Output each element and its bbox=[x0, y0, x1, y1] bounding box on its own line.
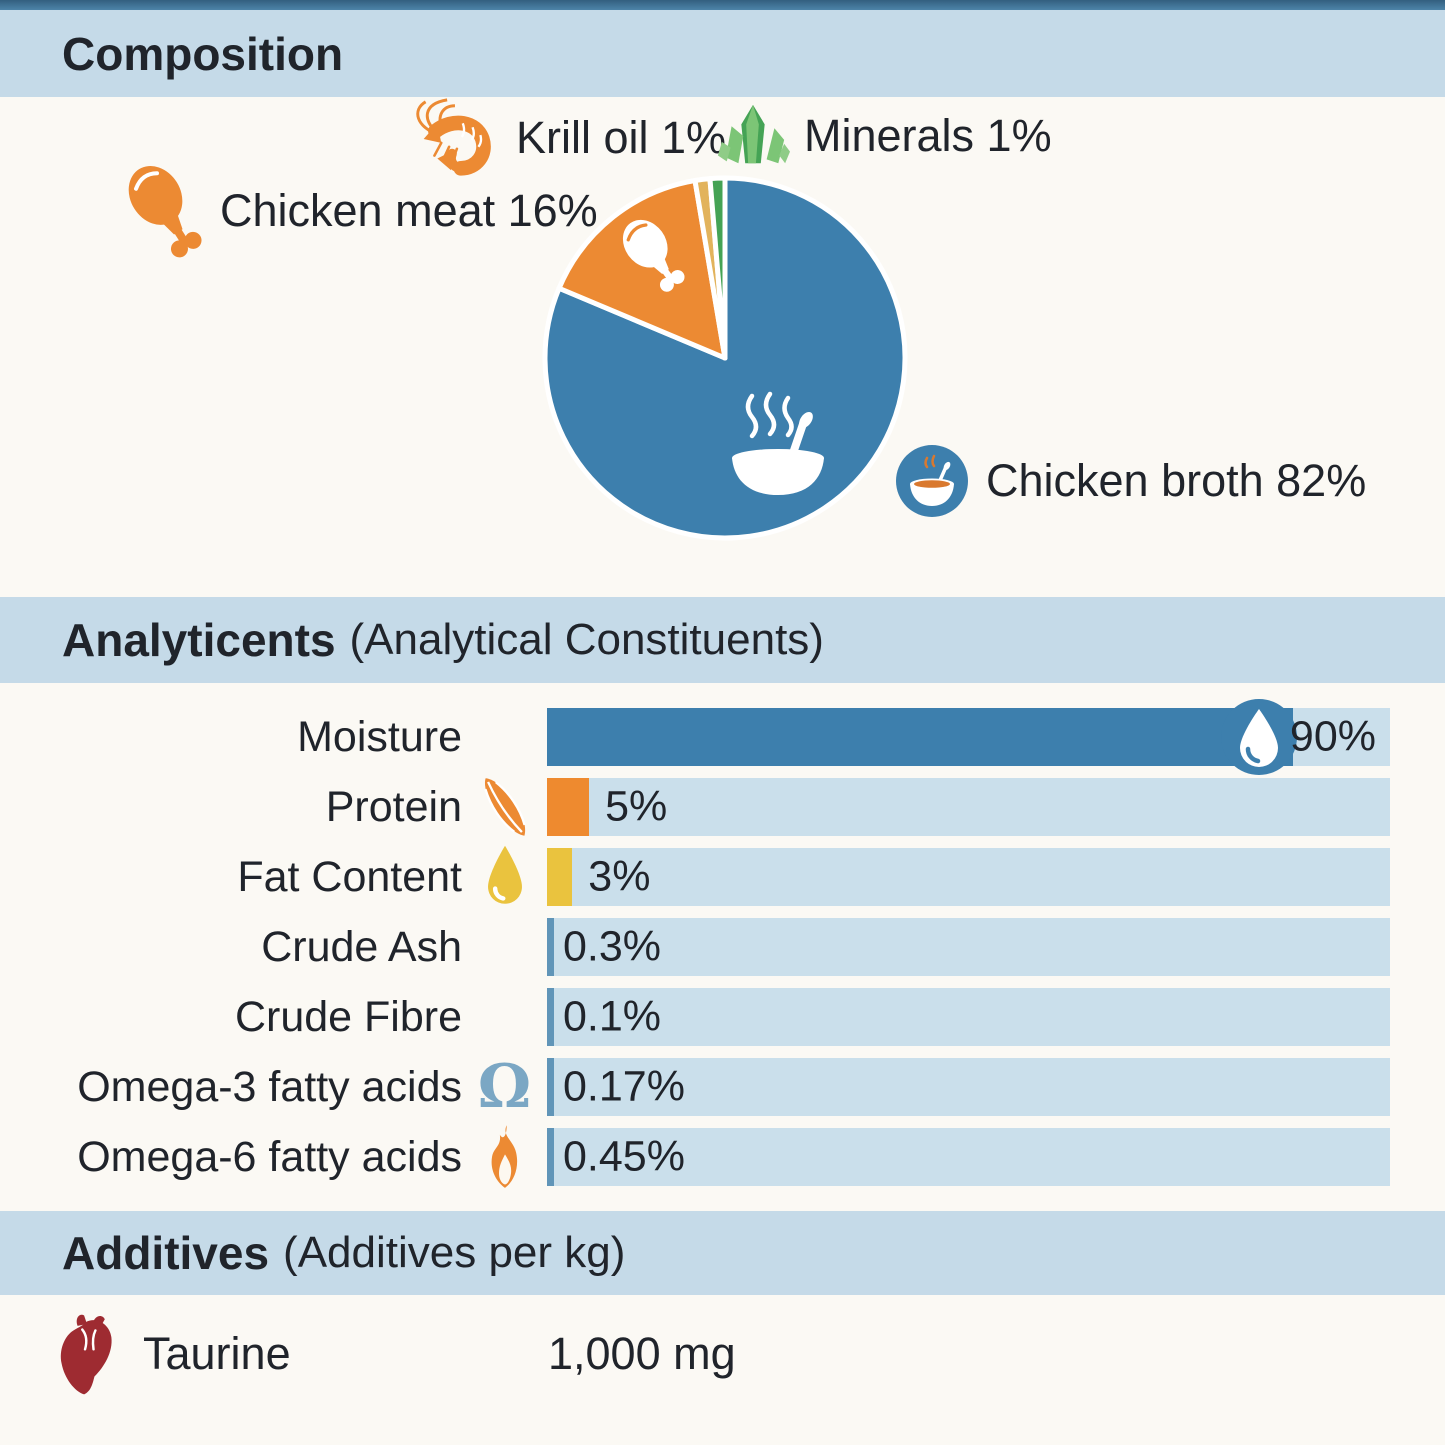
omega-icon: Ω bbox=[477, 1052, 532, 1122]
top-border-strip bbox=[0, 0, 1445, 10]
bar-track: 0.45% bbox=[547, 1128, 1390, 1186]
legend-krill-oil: Krill oil 1% bbox=[404, 92, 726, 184]
icon-slot bbox=[462, 988, 547, 1046]
bar-fill bbox=[547, 1058, 554, 1116]
fat-droplet-icon bbox=[462, 845, 547, 906]
bar-row-omega3: Omega-3 fatty acids Ω 0.17% bbox=[0, 1052, 1390, 1122]
bar-track: 0.17% bbox=[547, 1058, 1390, 1116]
bar-track: 5% bbox=[547, 778, 1390, 836]
legend-chicken-meat-label: Chicken meat 16% bbox=[220, 185, 598, 236]
bar-fill bbox=[547, 1128, 554, 1186]
bar-row-moisture: Moisture 90% bbox=[0, 699, 1390, 775]
additive-label: Taurine bbox=[143, 1328, 291, 1379]
protein-pod-icon bbox=[462, 778, 547, 836]
bar-track: 3% bbox=[547, 848, 1390, 906]
bar-row-omega6: Omega-6 fatty acids 0.45% bbox=[0, 1125, 1390, 1188]
bar-value: 0.3% bbox=[563, 922, 662, 971]
drumstick-icon bbox=[622, 219, 685, 292]
composition-header-band: Composition bbox=[0, 10, 1445, 97]
soup-bowl-icon bbox=[732, 391, 824, 495]
bar-row-crude-fibre: Crude Fibre 0.1% bbox=[0, 988, 1390, 1046]
bar-fill bbox=[547, 988, 554, 1046]
bar-fill bbox=[547, 778, 590, 836]
analytical-title-rest: (Analytical Constituents) bbox=[349, 615, 824, 664]
drumstick-icon bbox=[128, 165, 202, 258]
pie-slice-minerals bbox=[707, 175, 728, 361]
bar-value: 0.17% bbox=[563, 1062, 685, 1111]
additive-value: 1,000 mg bbox=[548, 1328, 736, 1379]
bar-label: Protein bbox=[325, 782, 462, 831]
additives-header-band: Additives (Additives per kg) bbox=[0, 1211, 1445, 1295]
additives-title-rest: (Additives per kg) bbox=[283, 1228, 626, 1277]
bar-value: 90% bbox=[1289, 712, 1376, 761]
icon-slot bbox=[462, 918, 547, 976]
legend-minerals: Minerals 1% bbox=[716, 96, 1052, 176]
legend-minerals-label: Minerals 1% bbox=[804, 110, 1052, 161]
analytical-header-band: Analyticents (Analytical Constituents) bbox=[0, 597, 1445, 683]
bar-label: Crude Ash bbox=[261, 922, 462, 971]
bar-track: 0.3% bbox=[547, 918, 1390, 976]
bar-row-crude-ash: Crude Ash 0.3% bbox=[0, 918, 1390, 976]
bar-track: 90% bbox=[547, 699, 1390, 775]
bar-row-protein: Protein 5% bbox=[0, 778, 1390, 836]
composition-title: Composition bbox=[62, 27, 344, 80]
bar-fill bbox=[547, 918, 554, 976]
composition-pie-chart bbox=[542, 175, 908, 541]
shrimp-icon bbox=[416, 98, 491, 176]
bar-fill bbox=[547, 848, 573, 906]
bar-row-fat-content: Fat Content 3% bbox=[0, 845, 1390, 906]
bar-label: Omega-6 fatty acids bbox=[77, 1132, 462, 1181]
heart-icon bbox=[55, 1309, 117, 1399]
broth-bowl-icon bbox=[896, 445, 968, 517]
bar-value: 5% bbox=[605, 782, 668, 831]
analytical-title-bold: Analyticents bbox=[62, 614, 336, 666]
bar-label: Moisture bbox=[297, 712, 462, 761]
pie-slice-chicken-meat bbox=[556, 178, 728, 361]
icon-slot bbox=[462, 708, 547, 766]
bar-label: Omega-3 fatty acids bbox=[77, 1062, 462, 1111]
water-drop-badge bbox=[1221, 699, 1298, 775]
flame-icon bbox=[462, 1125, 547, 1188]
legend-chicken-broth-label: Chicken broth 82% bbox=[986, 455, 1367, 506]
bar-value: 3% bbox=[588, 852, 651, 901]
bar-label: Crude Fibre bbox=[234, 992, 462, 1041]
bar-fill bbox=[547, 708, 1294, 766]
bar-value: 0.45% bbox=[563, 1132, 685, 1181]
bar-label: Fat Content bbox=[237, 852, 462, 901]
legend-chicken-meat: Chicken meat 16% bbox=[122, 158, 598, 264]
legend-chicken-broth: Chicken broth 82% bbox=[896, 443, 1366, 519]
additive-row-taurine: Taurine 1,000 mg bbox=[0, 1306, 1445, 1402]
legend-krill-oil-label: Krill oil 1% bbox=[516, 112, 727, 163]
bar-track: 0.1% bbox=[547, 988, 1390, 1046]
additives-title-bold: Additives bbox=[62, 1227, 270, 1279]
minerals-crystal-icon bbox=[717, 104, 790, 164]
bar-value: 0.1% bbox=[563, 992, 662, 1041]
